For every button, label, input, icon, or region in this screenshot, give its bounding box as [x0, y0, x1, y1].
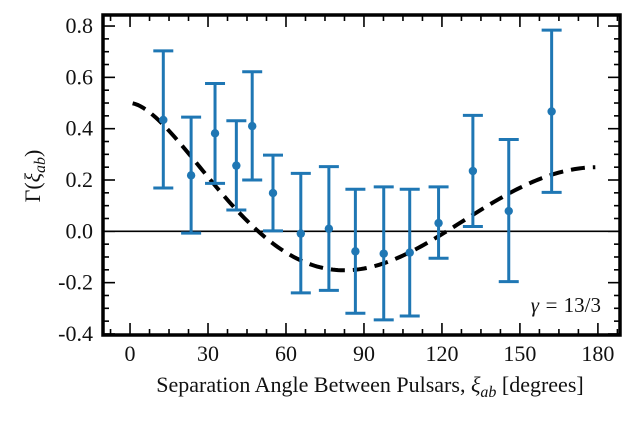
data-point: [324, 224, 334, 233]
data-point-group: [181, 115, 202, 235]
data-point: [547, 107, 556, 116]
x-axis-label: Separation Angle Between Pulsars, ξab [d…: [156, 372, 583, 401]
y-tick-labels: -0.4 -0.2 0.0 0.2 0.4 0.6 0.8: [58, 13, 93, 346]
y-tick-label: 0.6: [66, 64, 94, 89]
data-point: [159, 115, 168, 125]
y-tick-label: 0.0: [66, 218, 94, 243]
x-tick-label: 120: [425, 341, 458, 366]
x-tick-labels: 0 30 60 90 120 150 180: [125, 341, 615, 366]
x-tick-label: 180: [581, 341, 614, 366]
data-point: [247, 121, 257, 131]
data-point-group: [399, 187, 420, 318]
x-tick-label: 0: [125, 341, 136, 366]
data-point-group: [262, 153, 283, 233]
data-point-group: [373, 185, 394, 322]
y-tick-label: -0.2: [58, 270, 93, 295]
data-points: [153, 28, 562, 322]
x-tick-label: 60: [275, 341, 297, 366]
data-point: [210, 129, 220, 138]
data-point: [379, 249, 388, 258]
data-point-group: [205, 82, 226, 185]
data-point-group: [462, 113, 483, 228]
data-point: [232, 161, 241, 170]
x-axis-label-symbol: ξ: [471, 372, 481, 397]
data-point-group: [153, 49, 174, 190]
y-axis-label-close: ): [20, 150, 45, 157]
data-point: [504, 206, 513, 216]
x-axis-label-subscript: ab: [480, 384, 496, 401]
gamma-value: 13/3: [564, 293, 601, 317]
data-point-group: [428, 185, 449, 260]
x-tick-label: 90: [353, 341, 375, 366]
data-point: [351, 247, 360, 256]
x-tick-label: 150: [503, 341, 536, 366]
x-axis-label-units: [degrees]: [496, 372, 583, 397]
ticks-layer: [103, 15, 620, 335]
data-point: [186, 171, 196, 180]
y-axis-label-symbol: ξ: [20, 172, 45, 182]
data-point: [268, 188, 278, 198]
plot-frame: [101, 13, 622, 337]
y-tick-label: 0.4: [66, 116, 94, 141]
data-point-group: [318, 165, 339, 292]
data-point: [468, 166, 478, 176]
data-point: [434, 218, 443, 228]
y-axis-label-text: Γ(: [20, 182, 45, 202]
data-point: [296, 229, 306, 238]
y-tick-label: -0.4: [58, 321, 93, 346]
hellings-downs-curve: [132, 101, 596, 273]
data-point-group: [498, 137, 519, 284]
data-point-group: [242, 70, 263, 182]
data-point-group: [290, 171, 311, 295]
y-axis-label: Γ(ξab): [20, 150, 49, 203]
gamma-symbol: γ =: [531, 293, 564, 317]
y-axis-label-subscript: ab: [32, 157, 49, 173]
data-point-group: [541, 28, 562, 194]
data-point-group: [345, 187, 366, 315]
y-tick-label: 0.8: [66, 13, 94, 38]
x-tick-label: 30: [197, 341, 219, 366]
data-point-group: [226, 119, 247, 212]
y-tick-label: 0.2: [66, 167, 94, 192]
gamma-annotation: γ = 13/3: [531, 293, 601, 317]
x-axis-label-text: Separation Angle Between Pulsars,: [156, 372, 471, 397]
data-point: [405, 248, 414, 257]
